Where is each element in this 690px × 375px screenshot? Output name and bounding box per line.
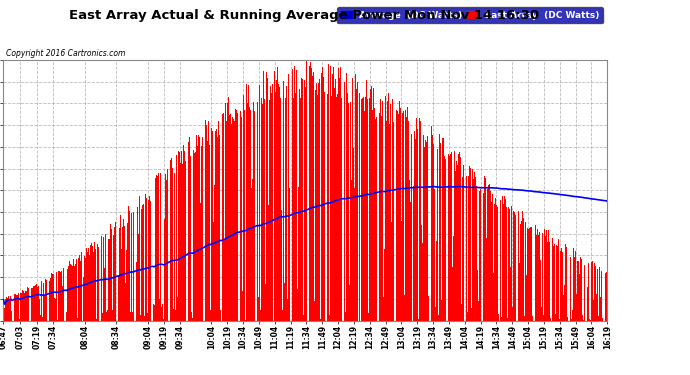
Legend: Average  (DC Watts), East Array  (DC Watts): Average (DC Watts), East Array (DC Watts… — [337, 7, 602, 23]
Text: Copyright 2016 Cartronics.com: Copyright 2016 Cartronics.com — [6, 49, 125, 58]
Text: East Array Actual & Running Average Power Mon Nov 14 16:30: East Array Actual & Running Average Powe… — [68, 9, 539, 22]
